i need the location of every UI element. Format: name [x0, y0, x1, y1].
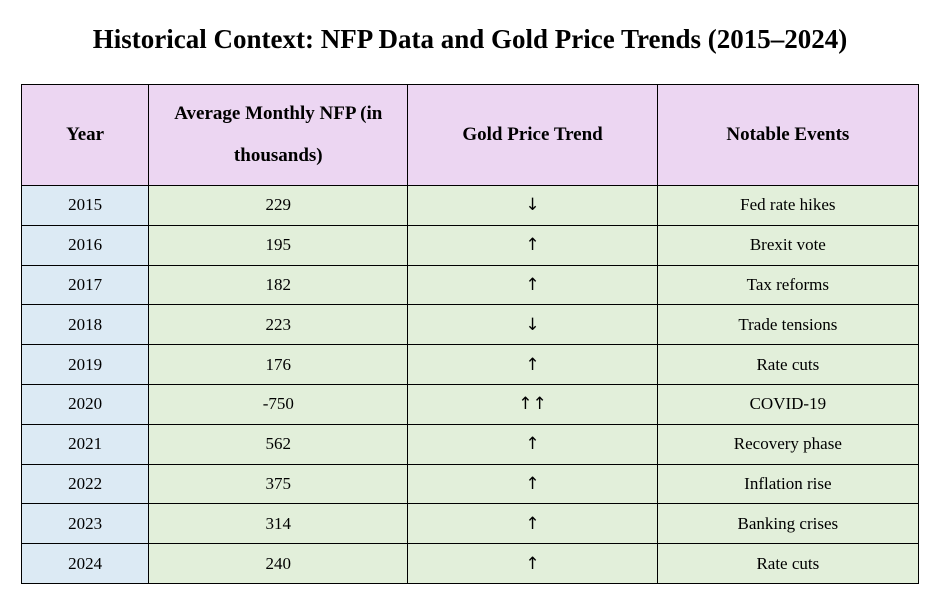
- gold-trend-cell: ↓: [407, 304, 658, 346]
- event-cell: Brexit vote: [656, 224, 920, 266]
- event-cell: Inflation rise: [656, 463, 920, 505]
- gold-trend-cell: ↑: [407, 224, 658, 266]
- nfp-cell: 562: [148, 423, 409, 465]
- table-header-row: Year Average Monthly NFP (in thousands) …: [20, 84, 920, 186]
- nfp-cell: 314: [148, 503, 409, 545]
- header-events: Notable Events: [656, 84, 920, 186]
- gold-trend-cell: ↑: [407, 543, 658, 584]
- year-cell: 2016: [20, 224, 150, 266]
- year-cell: 2021: [20, 423, 150, 465]
- table-row: 2015 229 ↓ Fed rate hikes: [20, 185, 920, 226]
- event-cell: Tax reforms: [656, 264, 920, 306]
- year-cell: 2018: [20, 304, 150, 346]
- year-cell: 2023: [20, 503, 150, 545]
- nfp-cell: -750: [148, 383, 409, 425]
- nfp-cell: 195: [148, 224, 409, 266]
- nfp-cell: 375: [148, 463, 409, 505]
- table-row: 2022 375 ↑ Inflation rise: [20, 463, 920, 505]
- nfp-cell: 229: [148, 185, 409, 226]
- year-cell: 2020: [20, 383, 150, 425]
- table-body: 2015 229 ↓ Fed rate hikes 2016 195 ↑ Brexit vot…: [20, 185, 920, 584]
- nfp-cell: 176: [148, 344, 409, 385]
- table-row: 2020 -750 ↑↑ COVID-19: [20, 383, 920, 425]
- year-cell: 2024: [20, 543, 150, 584]
- header-year: Year: [20, 84, 150, 186]
- event-cell: Recovery phase: [656, 423, 920, 465]
- table-row: 2018 223 ↓ Trade tensions: [20, 304, 920, 346]
- table-row: 2017 182 ↑ Tax reforms: [20, 264, 920, 306]
- event-cell: Rate cuts: [656, 344, 920, 385]
- header-nfp: Average Monthly NFP (in thousands): [148, 84, 409, 186]
- gold-trend-cell: ↑: [407, 423, 658, 465]
- table-row: 2024 240 ↑ Rate cuts: [20, 543, 920, 584]
- nfp-gold-table: Year Average Monthly NFP (in thousands) …: [20, 84, 920, 584]
- event-cell: Fed rate hikes: [656, 185, 920, 226]
- nfp-cell: 240: [148, 543, 409, 584]
- page-title: Historical Context: NFP Data and Gold Pr…: [92, 24, 848, 54]
- year-cell: 2019: [20, 344, 150, 385]
- event-cell: Rate cuts: [656, 543, 920, 584]
- gold-trend-cell: ↑: [407, 463, 658, 505]
- event-cell: COVID-19: [656, 383, 920, 425]
- year-cell: 2022: [20, 463, 150, 505]
- table-row: 2016 195 ↑ Brexit vote: [20, 224, 920, 266]
- year-cell: 2015: [20, 185, 150, 226]
- gold-trend-cell: ↑: [407, 344, 658, 385]
- gold-trend-cell: ↑↑: [407, 383, 658, 425]
- table-row: 2019 176 ↑ Rate cuts: [20, 344, 920, 385]
- nfp-cell: 182: [148, 264, 409, 306]
- year-cell: 2017: [20, 264, 150, 306]
- gold-trend-cell: ↑: [407, 264, 658, 306]
- table-row: 2023 314 ↑ Banking crises: [20, 503, 920, 545]
- event-cell: Banking crises: [656, 503, 920, 545]
- gold-trend-cell: ↓: [407, 185, 658, 226]
- event-cell: Trade tensions: [656, 304, 920, 346]
- header-gold-trend: Gold Price Trend: [407, 84, 658, 186]
- gold-trend-cell: ↑: [407, 503, 658, 545]
- nfp-cell: 223: [148, 304, 409, 346]
- table-row: 2021 562 ↑ Recovery phase: [20, 423, 920, 465]
